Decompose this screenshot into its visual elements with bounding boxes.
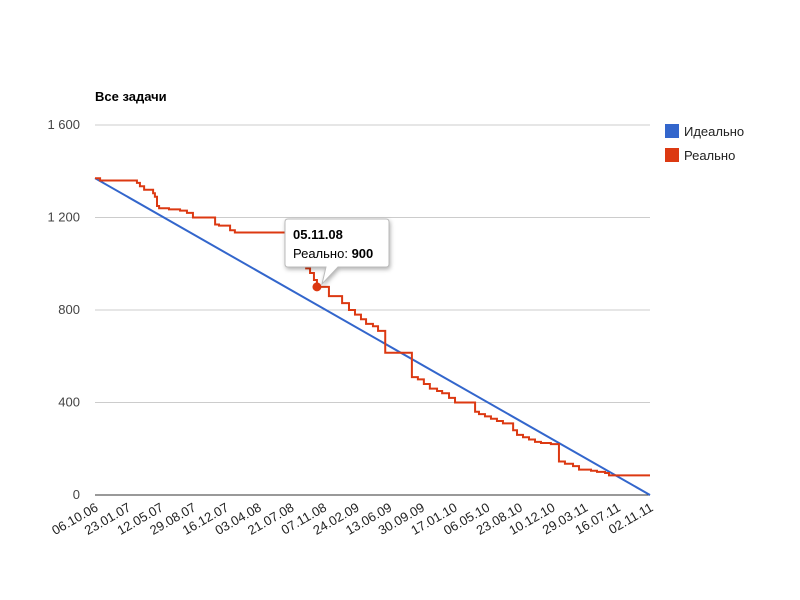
- y-tick-label: 800: [58, 302, 80, 317]
- y-tick-label: 1 200: [47, 210, 80, 225]
- legend-label-ideal[interactable]: Идеально: [684, 124, 744, 139]
- legend-swatch-ideal: [665, 124, 679, 138]
- y-tick-label: 400: [58, 395, 80, 410]
- svg-text:Реально: 900: Реально: 900: [293, 246, 373, 261]
- highlighted-point[interactable]: [312, 282, 322, 292]
- y-tick-label: 1 600: [47, 117, 80, 132]
- tooltip-box: [284, 218, 390, 286]
- tooltip: 05.11.08 Реально: 900: [284, 218, 390, 286]
- series-line-ideal[interactable]: [94, 177, 651, 496]
- legend-swatch-real: [665, 148, 679, 162]
- tooltip-series-label: Реально:: [293, 246, 352, 261]
- chart-title: Все задачи: [95, 89, 167, 104]
- tooltip-date: 05.11.08: [293, 227, 343, 242]
- legend: Идеально Реально: [665, 124, 744, 163]
- legend-label-real[interactable]: Реально: [684, 148, 735, 163]
- y-tick-label: 0: [73, 487, 80, 502]
- tooltip-value: 900: [352, 246, 374, 261]
- series-line-real[interactable]: [95, 177, 650, 477]
